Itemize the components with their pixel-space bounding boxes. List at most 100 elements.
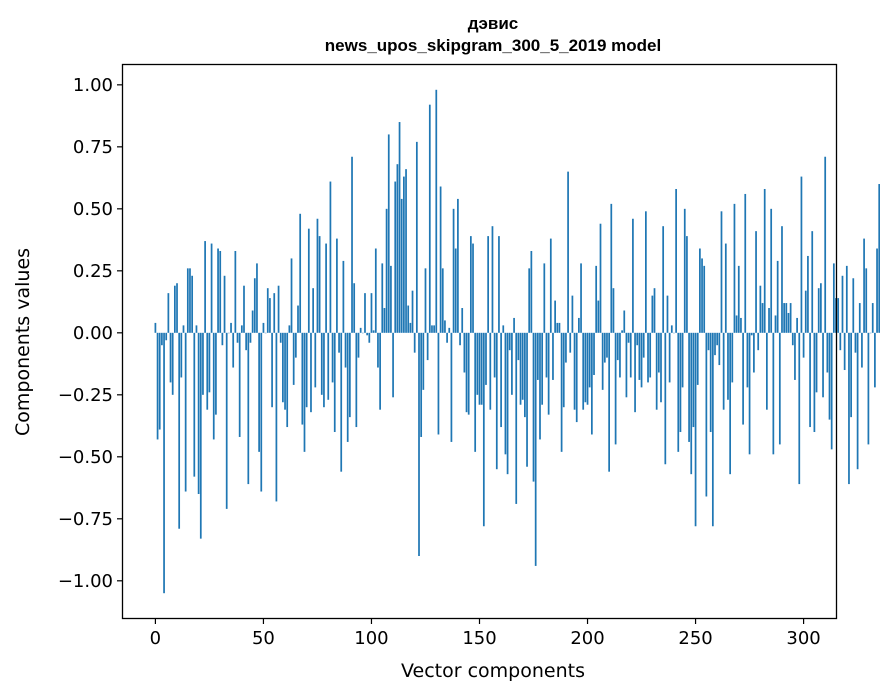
bar-135 <box>446 332 448 343</box>
bar-156 <box>491 226 494 333</box>
bar-131 <box>437 332 440 435</box>
bar-284 <box>768 308 770 333</box>
bar-251 <box>696 332 699 385</box>
bar-33 <box>225 332 228 509</box>
bar-192 <box>569 332 572 353</box>
bar-94 <box>357 332 360 358</box>
bar-313 <box>830 332 833 450</box>
y-axis-ticks: 1.00 0.75 0.50 0.25 0.00 −0.25 −0.50 −0.75 −1.00 <box>58 75 123 592</box>
bar-52 <box>266 288 269 333</box>
bar-294 <box>789 303 792 333</box>
bar-214 <box>616 332 619 361</box>
bar-184 <box>552 332 554 380</box>
bar-137 <box>450 332 453 442</box>
bar-47 <box>256 263 258 333</box>
bar-138 <box>452 208 455 333</box>
bar-278 <box>755 231 757 333</box>
bar-124 <box>422 332 425 390</box>
bar-217 <box>623 310 626 333</box>
bar-323 <box>852 278 855 333</box>
bar-26 <box>210 243 213 333</box>
bar-267 <box>731 332 734 383</box>
bar-320 <box>845 265 848 333</box>
bar-268 <box>733 203 736 333</box>
bar-125 <box>424 268 427 333</box>
bar-63 <box>290 258 293 333</box>
bar-293 <box>787 312 790 333</box>
bar-152 <box>482 332 485 527</box>
bar-236 <box>664 332 667 465</box>
bar-269 <box>735 315 738 333</box>
bar-142 <box>461 308 464 333</box>
bar-276 <box>750 332 753 336</box>
bar-97 <box>364 293 366 333</box>
bar-25 <box>208 332 211 393</box>
bar-202 <box>590 332 593 435</box>
bar-264 <box>724 243 727 333</box>
bar-71 <box>307 228 310 333</box>
y-tick-label: −0.50 <box>58 447 113 468</box>
bar-285 <box>770 208 773 333</box>
bar-119 <box>411 290 414 333</box>
bar-88 <box>344 332 347 368</box>
bar-95 <box>359 327 362 333</box>
bar-286 <box>772 332 775 455</box>
bar-59 <box>282 332 284 403</box>
bar-12 <box>180 332 183 378</box>
bar-200 <box>586 332 589 405</box>
bar-177 <box>536 332 539 380</box>
bar-210 <box>608 332 610 472</box>
bar-60 <box>284 332 286 410</box>
bar-146 <box>469 236 472 333</box>
bar-8 <box>171 332 174 395</box>
bar-271 <box>740 317 742 333</box>
y-tick-label: −0.75 <box>58 509 113 530</box>
bar-219 <box>627 332 630 343</box>
bar-205 <box>597 300 600 333</box>
bar-292 <box>785 303 788 333</box>
bar-114 <box>400 198 403 333</box>
bar-261 <box>718 332 721 366</box>
bar-241 <box>675 188 677 333</box>
bar-262 <box>720 211 723 333</box>
bar-17 <box>191 275 194 333</box>
bar-281 <box>761 303 764 333</box>
chart-title-line1: дэвис <box>468 14 519 33</box>
bar-234 <box>660 332 662 403</box>
bar-321 <box>848 332 850 485</box>
bar-78 <box>323 332 325 408</box>
bar-215 <box>619 332 621 378</box>
bar-301 <box>804 290 807 333</box>
bar-299 <box>800 176 803 333</box>
bar-172 <box>526 332 528 467</box>
bar-87 <box>342 260 345 333</box>
bar-330 <box>867 332 870 445</box>
bar-80 <box>327 332 330 400</box>
bar-7 <box>169 332 172 383</box>
x-tick-label: 300 <box>786 628 820 649</box>
bar-220 <box>629 332 632 378</box>
bar-75 <box>316 218 319 333</box>
bar-44 <box>249 332 252 343</box>
bar-223 <box>636 332 639 346</box>
bar-143 <box>463 332 466 373</box>
bar-187 <box>558 322 561 333</box>
bar-277 <box>753 332 755 373</box>
bar-120 <box>413 332 416 353</box>
bar-291 <box>783 303 786 333</box>
bar-183 <box>549 238 552 333</box>
bar-213 <box>614 332 617 445</box>
bar-140 <box>457 198 459 333</box>
bar-259 <box>714 332 716 356</box>
bar-28 <box>215 332 217 415</box>
bar-6 <box>167 293 170 333</box>
bar-225 <box>640 332 643 388</box>
bar-39 <box>238 332 241 437</box>
bar-316 <box>837 298 840 333</box>
bar-54 <box>271 332 273 408</box>
bar-155 <box>489 332 492 410</box>
bar-37 <box>234 250 237 333</box>
bar-91 <box>351 156 353 333</box>
bar-191 <box>567 171 569 333</box>
bar-302 <box>807 255 809 333</box>
